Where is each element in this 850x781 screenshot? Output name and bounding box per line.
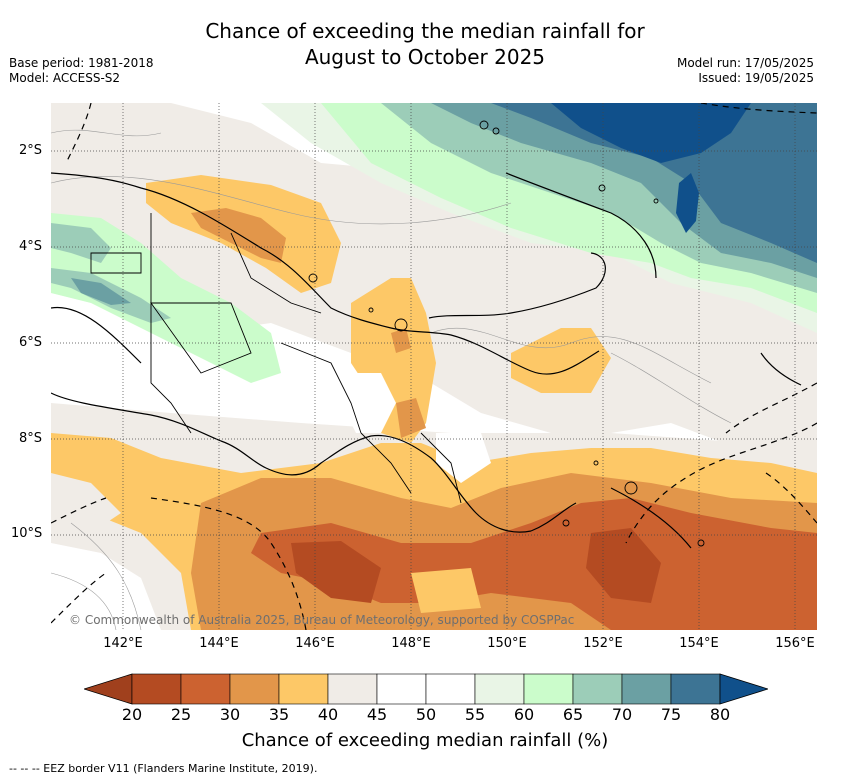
copyright-notice: © Commonwealth of Australia 2025, Bureau… [69, 613, 575, 627]
field-75-north [491, 103, 817, 263]
coast-bougainville [760, 352, 802, 386]
colorbar-tick-label: 30 [219, 705, 241, 724]
graticule [51, 103, 817, 630]
colorbar-extend-low [84, 673, 133, 705]
lon-label: 144°E [199, 636, 239, 651]
lon-label: 148°E [391, 636, 431, 651]
colorbar-extend-high [719, 673, 768, 705]
colorbar-tick-label: 75 [660, 705, 682, 724]
field-35-east [511, 328, 611, 393]
colorbar-tick-label: 25 [170, 705, 192, 724]
coast-solomons [610, 487, 692, 549]
field-30-center [391, 328, 426, 438]
title-line-1: Chance of exceeding the median rainfall … [205, 19, 645, 43]
colorbar-tick-label: 80 [709, 705, 731, 724]
coast-new-britain [428, 252, 606, 319]
colorbar-segment [278, 673, 329, 705]
field-70-west [71, 278, 131, 305]
lat-label: 6°S [19, 335, 43, 350]
colorbar-tick-label: 55 [464, 705, 486, 724]
lon-label: 146°E [295, 636, 335, 651]
issued-date: Issued: 19/05/2025 [698, 71, 814, 85]
colorbar-tick-label: 20 [121, 705, 143, 724]
lat-label: 8°S [19, 431, 43, 446]
rainfall-map [51, 103, 817, 630]
lat-label: 4°S [19, 239, 43, 254]
colorbar [84, 673, 768, 705]
field-60-west [51, 213, 281, 383]
meta-right: Model run: 17/05/2025 Issued: 19/05/2025 [677, 56, 814, 86]
colorbar-segment [474, 673, 525, 705]
borders [90, 213, 462, 504]
meta-left: Base period: 1981-2018 Model: ACCESS-S2 [9, 56, 154, 86]
lon-label: 150°E [487, 636, 527, 651]
colorbar-tick-label: 60 [513, 705, 535, 724]
colorbar-segment [425, 673, 476, 705]
lon-label: 156°E [775, 636, 815, 651]
field-80-patch [676, 173, 699, 233]
colorbar-segment [131, 673, 182, 705]
field-65-west [51, 223, 171, 323]
colorbar-segment [229, 673, 280, 705]
lat-label: 10°S [11, 526, 43, 541]
base-period: Base period: 1981-2018 [9, 56, 154, 70]
islands [308, 120, 705, 547]
lon-label: 152°E [583, 636, 623, 651]
field-35-south-patch [411, 568, 481, 613]
lon-label: 154°E [679, 636, 719, 651]
field-80-north [551, 103, 751, 163]
colorbar-segment [327, 673, 378, 705]
lon-label: 142°E [103, 636, 143, 651]
eez-borders [51, 103, 817, 630]
coast-png-north [51, 172, 600, 375]
colorbar-segment [572, 673, 623, 705]
colorbar-tick-label: 70 [611, 705, 633, 724]
colorbar-tick-label: 40 [317, 705, 339, 724]
colorbar-title: Chance of exceeding median rainfall (%) [241, 730, 609, 751]
map-panel: © Commonwealth of Australia 2025, Bureau… [51, 103, 817, 630]
title-line-2: August to October 2025 [304, 45, 546, 69]
coast-tip [530, 502, 577, 532]
model-name: Model: ACCESS-S2 [9, 71, 121, 85]
colorbar-segment [180, 673, 231, 705]
field-50-center [341, 373, 491, 483]
model-run: Model run: 17/05/2025 [676, 56, 814, 70]
eez-footnote: -- -- -- EEZ border V11 (Flanders Marine… [9, 762, 318, 775]
field-20-south [291, 528, 661, 603]
coast-png-west [51, 306, 142, 364]
colorbar-tick-label: 45 [366, 705, 388, 724]
colorbar-segment [621, 673, 672, 705]
colorbar-segment [376, 673, 427, 705]
colorbar-tick-label: 50 [415, 705, 437, 724]
colorbar-tick-label: 65 [562, 705, 584, 724]
lat-label: 2°S [19, 143, 43, 158]
field-55-southwest [51, 543, 161, 630]
colorbar-segment [523, 673, 574, 705]
map-title: Chance of exceeding the median rainfall … [0, 18, 850, 70]
coast-new-ireland [505, 172, 657, 279]
colorbar-tick-label: 35 [268, 705, 290, 724]
contour-lines [51, 129, 732, 630]
colorbar-segment [670, 673, 721, 705]
